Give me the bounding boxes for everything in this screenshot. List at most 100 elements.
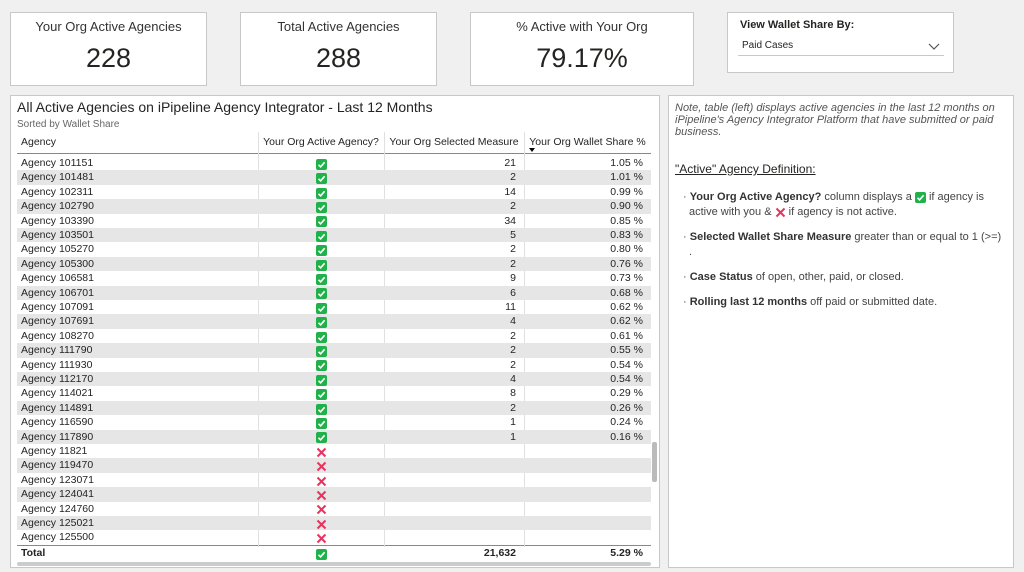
measure-cell: 2: [510, 171, 516, 184]
measure-cell: 2: [510, 344, 516, 357]
column-header: Agency: [21, 136, 57, 148]
agency-cell: Agency 125021: [21, 517, 94, 529]
agency-cell: Agency 111930: [21, 358, 93, 371]
cross-icon: [316, 461, 327, 472]
agency-cell: Agency 103390: [21, 214, 94, 227]
measure-cell: 2: [510, 257, 516, 270]
active-cell: [258, 200, 384, 214]
bullet-text: of open, other, paid, or closed.: [752, 271, 904, 283]
measure-cell: 2: [510, 200, 516, 213]
share-cell: 1.01 %: [610, 171, 643, 184]
table-row: Agency 101481 2 1.01 %: [17, 170, 651, 185]
cross-icon: [316, 504, 327, 515]
agency-cell: Agency 107691: [21, 315, 94, 328]
active-cell: [258, 171, 384, 185]
table-row: Agency 119470: [17, 458, 651, 473]
check-icon: [315, 374, 327, 386]
table-row: Agency 107091 11 0.62 %: [17, 300, 651, 314]
check-icon: [315, 158, 327, 170]
bullet: · Case Status of open, other, paid, or c…: [683, 270, 1007, 285]
measure-cell: 1: [510, 430, 516, 443]
active-cell: [258, 330, 384, 344]
kpi-label: Your Org Active Agencies: [35, 19, 182, 34]
table-row: Agency 111930 2 0.54 %: [17, 358, 651, 372]
active-cell: [258, 387, 384, 401]
slicer-dropdown[interactable]: Paid Cases: [738, 37, 944, 56]
scrollbar[interactable]: [652, 442, 657, 482]
agency-cell: Agency 105300: [21, 257, 94, 270]
agency-cell: Agency 11821: [21, 445, 88, 457]
agency-cell: Agency 108270: [21, 329, 94, 342]
table-row: Agency 102311 14 0.99 %: [17, 185, 651, 199]
column-divider: [384, 132, 385, 547]
agency-cell: Agency 101481: [21, 171, 94, 184]
check-icon: [315, 302, 327, 314]
agency-cell: Agency 105270: [21, 243, 94, 256]
column-header: Your Org Active Agency?: [263, 136, 379, 148]
check-icon: [315, 403, 327, 415]
share-cell: 0.80 %: [610, 243, 643, 256]
active-cell: [258, 416, 384, 430]
header-rule: [17, 153, 651, 154]
measure-cell: 2: [510, 401, 516, 414]
chevron: [928, 43, 940, 50]
kpi-value: 288: [315, 43, 362, 73]
measure-cell: 6: [510, 286, 516, 299]
agency-cell: Agency 117890: [21, 430, 94, 443]
h-scrollbar[interactable]: [17, 562, 651, 566]
bullet-text: off paid or submitted date.: [807, 296, 938, 308]
cross-icon: [775, 207, 786, 218]
agency-cell: Agency 114891: [21, 401, 94, 414]
share-cell: 0.54 %: [610, 358, 643, 371]
table-row: Agency 107691 4 0.62 %: [17, 314, 651, 329]
measure-cell: 4: [510, 373, 516, 385]
active-cell: [258, 402, 384, 416]
measure-cell: 11: [505, 301, 516, 313]
check-icon: [315, 187, 327, 199]
table-row: Agency 11821: [17, 444, 651, 458]
table-row: Agency 101151 21 1.05 %: [17, 156, 651, 170]
check-icon: [315, 273, 327, 285]
active-cell: [258, 287, 384, 301]
share-cell: 0.55 %: [610, 344, 643, 357]
active-cell: [258, 488, 384, 502]
agency-cell: Agency 102311: [21, 185, 94, 198]
agency-cell: Agency 119470: [21, 459, 94, 472]
bullet-dot: ·: [683, 191, 690, 203]
table-row: Agency 108270 2 0.61 %: [17, 329, 651, 343]
active-cell: [258, 258, 384, 272]
check-icon: [315, 548, 327, 560]
share-cell: 0.99 %: [610, 185, 643, 198]
bullet-text: column displays a: [821, 191, 915, 203]
note-heading: "Active" Agency Definition:: [675, 162, 816, 176]
share-cell: 0.62 %: [610, 301, 643, 313]
table-row: Agency 117890 1 0.16 %: [17, 429, 651, 444]
cross-icon: [316, 490, 327, 501]
agency-cell: Agency 123071: [21, 473, 94, 486]
share-cell: 0.29 %: [610, 387, 643, 400]
check-icon: [315, 230, 327, 242]
active-cell: [258, 215, 384, 229]
column-header: Your Org Selected Measure: [389, 136, 519, 148]
table-row: Agency 111790 2 0.55 %: [17, 343, 651, 358]
column-divider: [258, 132, 259, 547]
check-icon: [315, 288, 327, 300]
measure-cell: 2: [510, 358, 516, 371]
measure-cell: 2: [510, 243, 516, 256]
agency-cell: Agency 103501: [21, 229, 94, 241]
table-row: Agency 124760: [17, 502, 651, 516]
check-icon: [315, 417, 327, 429]
agency-cell: Agency 116590: [21, 416, 94, 429]
bullet-bold: Selected Wallet Share Measure: [689, 231, 852, 243]
agency-cell: Agency 106701: [21, 286, 94, 299]
check-icon: [315, 345, 327, 357]
share-cell: 0.24 %: [610, 416, 643, 429]
check-icon: [315, 173, 327, 185]
share-cell: 0.73 %: [610, 272, 643, 285]
agency-cell: Agency 106581: [21, 272, 94, 285]
table-row: Agency 105270 2 0.80 %: [17, 242, 651, 257]
share-cell: 5.29 %: [610, 547, 643, 559]
column-divider: [524, 132, 525, 547]
bullet-text: if agency is not active.: [785, 206, 897, 218]
